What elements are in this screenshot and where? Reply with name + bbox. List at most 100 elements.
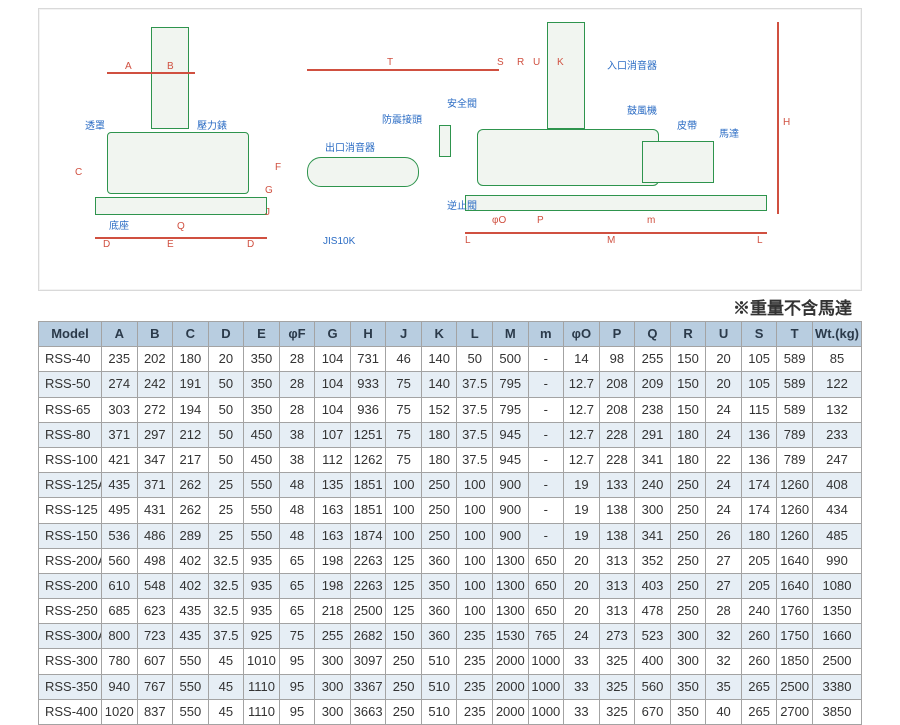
cell: 217	[173, 447, 209, 472]
cell: 371	[101, 422, 137, 447]
cell: 100	[457, 599, 493, 624]
cell: 925	[244, 624, 280, 649]
cell: 25	[208, 523, 244, 548]
cell: 265	[741, 674, 777, 699]
cell: 360	[421, 599, 457, 624]
cell: -	[528, 397, 564, 422]
table-row: RSS-80371297212504503810712517518037.594…	[39, 422, 862, 447]
cell: 300	[315, 699, 351, 724]
cell: 25	[208, 498, 244, 523]
cell: -	[528, 422, 564, 447]
cell: 32	[706, 624, 742, 649]
cell: 650	[528, 573, 564, 598]
cell: 25	[208, 473, 244, 498]
cell: 350	[421, 573, 457, 598]
cell: 250	[670, 473, 706, 498]
cell: 560	[101, 548, 137, 573]
cell: 478	[635, 599, 671, 624]
label-phio: φO	[492, 215, 506, 226]
label-u: U	[533, 57, 540, 68]
label-q: Q	[177, 221, 185, 232]
cell: 450	[244, 447, 280, 472]
cell: 250	[386, 649, 422, 674]
cell: 33	[564, 674, 600, 699]
cell: 14	[564, 347, 600, 372]
cell: 421	[101, 447, 137, 472]
cell: 250	[670, 599, 706, 624]
cell: 112	[315, 447, 351, 472]
col-header: Model	[39, 322, 102, 347]
cell: 1260	[777, 523, 813, 548]
col-header: D	[208, 322, 244, 347]
cell: 12.7	[564, 372, 600, 397]
cell: 75	[386, 372, 422, 397]
cell: 95	[279, 699, 315, 724]
label-j: J	[265, 207, 270, 218]
cell: 105	[741, 372, 777, 397]
cell: 65	[279, 548, 315, 573]
cell: 2500	[812, 649, 861, 674]
label-pressure-gauge: 壓力錶	[197, 117, 227, 132]
col-header: P	[599, 322, 635, 347]
cell: RSS-40	[39, 347, 102, 372]
label-d1: D	[103, 239, 110, 250]
cell: 24	[706, 422, 742, 447]
cell: 780	[101, 649, 137, 674]
dim-b	[151, 72, 195, 74]
cell: 325	[599, 649, 635, 674]
cell: 2700	[777, 699, 813, 724]
cell: 723	[137, 624, 173, 649]
cell: RSS-50	[39, 372, 102, 397]
cell: 450	[244, 422, 280, 447]
cell: 37.5	[457, 422, 493, 447]
cell: 685	[101, 599, 137, 624]
cell: 19	[564, 473, 600, 498]
cell: 152	[421, 397, 457, 422]
cell: 138	[599, 498, 635, 523]
cell: 125	[386, 548, 422, 573]
cell: 100	[457, 548, 493, 573]
cell: RSS-150	[39, 523, 102, 548]
cell: 38	[279, 447, 315, 472]
cell: 1020	[101, 699, 137, 724]
cell: 352	[635, 548, 671, 573]
col-header: G	[315, 322, 351, 347]
cell: 589	[777, 347, 813, 372]
cell: 98	[599, 347, 635, 372]
label-inlet-silencer: 入口消音器	[607, 57, 657, 72]
cell: RSS-125	[39, 498, 102, 523]
col-header: C	[173, 322, 209, 347]
col-header: Q	[635, 322, 671, 347]
cell: 2000	[493, 674, 529, 699]
cell: 607	[137, 649, 173, 674]
cell: 75	[279, 624, 315, 649]
cell: 50	[457, 347, 493, 372]
cell: 138	[599, 523, 635, 548]
cell: 1300	[493, 573, 529, 598]
cell: 435	[173, 624, 209, 649]
cell: 104	[315, 372, 351, 397]
cell: 1251	[350, 422, 386, 447]
cell: 933	[350, 372, 386, 397]
cell: RSS-300	[39, 649, 102, 674]
table-row: RSS-100421347217504503811212627518037.59…	[39, 447, 862, 472]
label-m-lower: m	[647, 215, 655, 226]
cell: 402	[173, 548, 209, 573]
cell: 3097	[350, 649, 386, 674]
cell: 589	[777, 397, 813, 422]
cell: 22	[706, 447, 742, 472]
cell: 510	[421, 674, 457, 699]
col-header: Wt.(kg)	[812, 322, 861, 347]
cell: 40	[706, 699, 742, 724]
cell: 12.7	[564, 447, 600, 472]
cell: -	[528, 473, 564, 498]
label-l2: L	[757, 235, 763, 246]
cell: 100	[457, 498, 493, 523]
cell: -	[528, 347, 564, 372]
cell: 300	[670, 649, 706, 674]
cell: 50	[208, 422, 244, 447]
cell: 37.5	[457, 372, 493, 397]
cell: 935	[244, 599, 280, 624]
cell: 174	[741, 473, 777, 498]
cell: 24	[706, 473, 742, 498]
